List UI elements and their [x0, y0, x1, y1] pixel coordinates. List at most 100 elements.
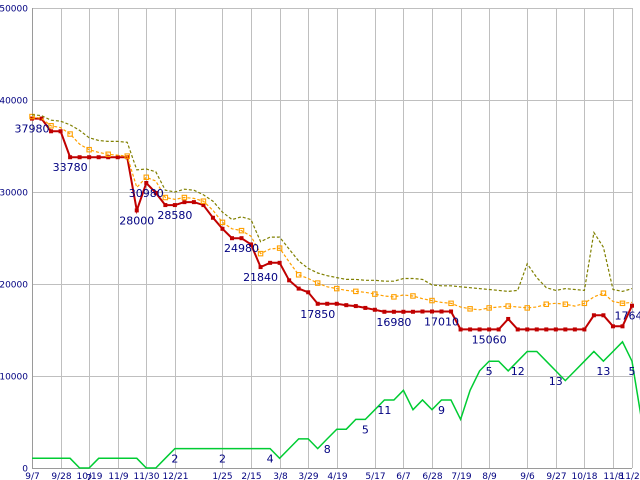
store-count-label: 11: [377, 404, 391, 417]
y-axis-tick-label: 50000: [0, 5, 28, 15]
x-axis-tick-label: 9/27: [546, 472, 566, 480]
data-point-marker: [67, 131, 73, 137]
data-point-marker: [144, 180, 149, 185]
data-point-marker: [96, 155, 101, 160]
data-point-marker: [325, 301, 330, 306]
x-axis-tick-label: 7/19: [451, 472, 471, 480]
data-point-marker: [620, 324, 625, 329]
data-point-marker: [39, 116, 44, 121]
data-point-marker: [182, 200, 187, 205]
data-point-marker: [258, 265, 263, 270]
store-count-label: 2: [86, 472, 93, 480]
data-point-marker: [334, 285, 340, 292]
x-axis-tick-label: 6/28: [422, 472, 442, 480]
data-point-marker: [467, 306, 473, 312]
data-point-marker: [458, 327, 463, 332]
data-point-marker: [230, 236, 234, 241]
data-point-marker: [562, 301, 569, 307]
data-point-marker: [58, 129, 63, 134]
store-count-label: 5: [629, 365, 636, 378]
data-point-marker: [524, 305, 530, 311]
data-point-marker: [391, 294, 397, 300]
data-point-marker: [591, 313, 596, 318]
data-point-marker: [429, 297, 435, 304]
store-count-label: 5: [486, 365, 493, 378]
data-point-marker: [401, 309, 406, 314]
x-axis-tick-label: 8/9: [482, 472, 497, 480]
data-point-marker: [581, 300, 588, 307]
y-axis-tick-label: 20000: [0, 281, 28, 291]
x-axis-tick-label: 4/19: [327, 472, 347, 480]
data-point-marker: [48, 123, 54, 129]
data-point-marker: [486, 305, 492, 311]
data-point-marker: [295, 272, 302, 278]
data-point-marker: [153, 190, 158, 195]
data-point-marker: [439, 309, 444, 314]
x-axis-tick-label: 2/15: [241, 472, 261, 480]
data-point-marker: [276, 245, 283, 251]
price-value-label: 24980: [224, 242, 259, 255]
data-point-marker: [630, 303, 634, 308]
data-point-marker: [49, 129, 54, 134]
grid-layer: [32, 8, 633, 469]
data-point-marker: [219, 219, 226, 226]
x-axis-tick-label: 6/7: [396, 472, 410, 480]
data-point-marker: [410, 293, 416, 299]
store-count-label: 8: [324, 443, 331, 456]
price-value-label: 17640: [615, 310, 640, 323]
data-point-marker: [619, 300, 626, 307]
data-point-marker: [344, 303, 349, 308]
data-point-marker: [544, 327, 549, 332]
data-point-marker: [449, 309, 454, 314]
store-count-label: 5: [362, 423, 369, 436]
data-point-marker: [29, 113, 35, 120]
data-point-marker: [525, 327, 530, 332]
store-count-label: 4: [267, 453, 274, 466]
data-point-marker: [363, 305, 368, 310]
data-point-marker: [601, 313, 606, 318]
data-point-marker: [115, 155, 120, 160]
data-point-marker: [391, 309, 396, 314]
data-point-marker: [477, 327, 482, 332]
data-point-marker: [172, 203, 177, 208]
data-point-marker: [296, 286, 301, 291]
data-point-marker: [239, 236, 244, 241]
price-value-label: 17010: [424, 316, 459, 329]
data-point-marker: [143, 174, 150, 181]
store-count-label: 2: [171, 453, 178, 466]
y-axis-tick-label: 10000: [0, 373, 28, 383]
data-point-marker: [68, 155, 73, 160]
data-point-marker: [487, 327, 492, 332]
data-point-marker: [372, 307, 377, 312]
series-line-average-price: [31, 116, 633, 311]
data-point-marker: [315, 301, 320, 306]
series-line-lowest-price: [32, 117, 633, 331]
data-point-marker: [86, 146, 92, 153]
data-point-marker: [353, 304, 358, 309]
data-point-marker: [515, 327, 520, 332]
x-axis-tick-label: 5/17: [365, 472, 385, 480]
data-point-marker: [191, 200, 196, 205]
y-axis-tick-label: 40000: [0, 97, 28, 107]
price-value-label: 28000: [119, 214, 154, 227]
data-point-marker: [306, 290, 311, 295]
data-point-marker: [543, 301, 550, 307]
x-axis-tick-label: 12/21: [163, 472, 189, 480]
x-axis-tick-label: 11/9: [108, 472, 128, 480]
x-axis-tick-label: 11/21: [620, 472, 640, 480]
data-point-marker: [468, 327, 473, 332]
x-axis-tick-label: 1/25: [212, 472, 232, 480]
data-point-marker: [220, 226, 225, 231]
store-count-label: 2: [219, 453, 226, 466]
data-point-marker: [420, 309, 425, 314]
data-point-marker: [249, 242, 254, 247]
x-axis-tick-label: 3/8: [273, 472, 288, 480]
data-point-marker: [496, 327, 501, 332]
data-point-marker: [200, 198, 207, 204]
data-point-marker: [448, 300, 454, 307]
data-point-marker: [410, 309, 415, 314]
data-point-marker: [134, 208, 139, 213]
